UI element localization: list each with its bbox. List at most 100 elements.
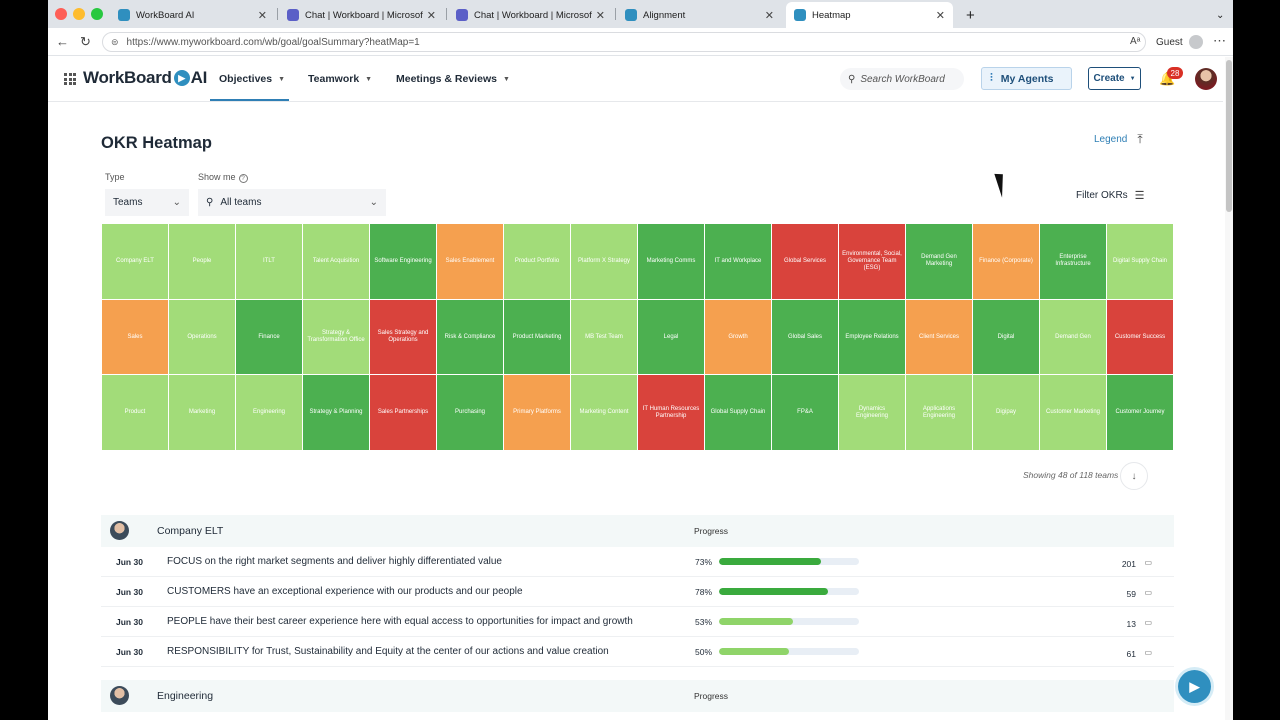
nav-teamwork[interactable]: Teamwork ▼ — [308, 73, 372, 85]
new-tab-button[interactable]: + — [958, 2, 980, 28]
type-select[interactable]: Teams ⌄ — [105, 189, 189, 216]
heatmap-cell[interactable]: Purchasing — [437, 375, 503, 450]
workboard-ai-assistant-button[interactable]: ▶ — [1178, 670, 1211, 703]
heatmap-cell[interactable]: Digital Supply Chain — [1107, 224, 1173, 299]
comment-icon[interactable]: ▭ — [1144, 648, 1152, 657]
heatmap-cell[interactable]: Customer Success — [1107, 299, 1173, 375]
heatmap-cell[interactable]: Marketing Content — [571, 375, 637, 450]
heatmap-cell[interactable]: Product Marketing — [504, 299, 570, 375]
url-field[interactable]: ⊜ https://www.myworkboard.com/wb/goal/go… — [102, 32, 1146, 52]
heatmap-cell[interactable]: Finance (Corporate) — [973, 224, 1039, 299]
load-more-button[interactable]: ↓ — [1120, 462, 1148, 490]
filter-okrs-button[interactable]: Filter OKRs ☰ — [1076, 189, 1145, 202]
okr-comment-count[interactable]: 59 — [1126, 589, 1136, 599]
heatmap-cell[interactable]: Software Engineering — [370, 224, 436, 299]
more-menu-icon[interactable]: ⋯ — [1213, 33, 1226, 48]
help-icon[interactable]: ? — [238, 174, 248, 183]
close-tab-icon[interactable]: ✕ — [257, 9, 267, 22]
heatmap-cell[interactable]: Global Sales — [772, 299, 838, 375]
nav-meetings-reviews[interactable]: Meetings & Reviews ▼ — [396, 73, 510, 85]
okr-comment-count[interactable]: 13 — [1126, 619, 1136, 629]
page-scrollbar[interactable] — [1225, 57, 1233, 720]
heatmap-cell[interactable]: Company ELT — [102, 224, 168, 299]
heatmap-cell[interactable]: Product Portfolio — [504, 224, 570, 299]
heatmap-cell[interactable]: Demand Gen — [1040, 299, 1106, 375]
heatmap-cell[interactable]: Engineering — [236, 375, 302, 450]
heatmap-cell[interactable]: Risk & Compliance — [437, 299, 503, 375]
heatmap-cell[interactable]: Growth — [705, 299, 771, 375]
heatmap-cell[interactable]: Sales Partnerships — [370, 375, 436, 450]
close-tab-icon[interactable]: ✕ — [764, 9, 774, 22]
showme-select[interactable]: ⚲ All teams ⌄ — [198, 189, 386, 216]
heatmap-cell[interactable]: Sales Enablement — [437, 224, 503, 299]
back-button[interactable]: ← — [56, 34, 69, 49]
heatmap-cell[interactable]: Sales Strategy and Operations — [370, 299, 436, 375]
search-input[interactable]: ⚲ Search WorkBoard — [840, 68, 964, 90]
okr-title[interactable]: CUSTOMERS have an exceptional experience… — [167, 586, 523, 597]
comment-icon[interactable]: ▭ — [1144, 588, 1152, 597]
okr-comment-count[interactable]: 61 — [1126, 649, 1136, 659]
heatmap-cell[interactable]: MB Test Team — [571, 299, 637, 375]
heatmap-cell[interactable]: Primary Platforms — [504, 375, 570, 450]
read-aloud-icon[interactable]: Aᵃ — [1130, 36, 1141, 47]
heatmap-cell[interactable]: IT and Workplace — [705, 224, 771, 299]
heatmap-cell[interactable]: Applications Engineering — [906, 375, 972, 450]
heatmap-cell[interactable]: Platform X Strategy — [571, 224, 637, 299]
heatmap-cell[interactable]: Legal — [638, 299, 704, 375]
heatmap-cell[interactable]: Employee Relations — [839, 299, 905, 375]
heatmap-cell[interactable]: People — [169, 224, 235, 299]
team-header-engineering[interactable]: Engineering Progress — [101, 680, 1174, 712]
heatmap-cell[interactable]: ITLT — [236, 224, 302, 299]
legend-button[interactable]: Legend ⤒ — [1094, 132, 1143, 147]
heatmap-cell[interactable]: Operations — [169, 299, 235, 375]
team-header-company-elt[interactable]: Company ELT Progress — [101, 515, 1174, 547]
close-window-button[interactable] — [55, 8, 67, 20]
heatmap-cell[interactable]: Sales — [102, 299, 168, 375]
heatmap-cell[interactable]: Demand Gen Marketing — [906, 224, 972, 299]
nav-objectives[interactable]: Objectives ▼ — [219, 73, 285, 85]
heatmap-cell[interactable]: Global Services — [772, 224, 838, 299]
heatmap-cell[interactable]: Customer Marketing — [1040, 375, 1106, 450]
scrollbar-thumb[interactable] — [1226, 60, 1232, 212]
heatmap-cell[interactable]: Digipay — [973, 375, 1039, 450]
user-avatar[interactable] — [1195, 68, 1217, 90]
profile-button[interactable]: Guest — [1156, 35, 1203, 49]
okr-title[interactable]: FOCUS on the right market segments and d… — [167, 556, 502, 567]
heatmap-cell[interactable]: FP&A — [772, 375, 838, 450]
okr-row[interactable]: Jun 30 PEOPLE have their best career expe… — [101, 607, 1174, 637]
heatmap-cell[interactable]: Digital — [973, 299, 1039, 375]
workboard-logo[interactable]: WorkBoard ▶ AI — [83, 68, 207, 88]
team-name[interactable]: Engineering — [157, 690, 214, 702]
heatmap-cell[interactable]: Finance — [236, 299, 302, 375]
heatmap-cell[interactable]: Strategy & Planning — [303, 375, 369, 450]
close-tab-icon[interactable]: ✕ — [426, 9, 436, 22]
comment-icon[interactable]: ▭ — [1144, 558, 1152, 567]
tab-workboard-ai[interactable]: WorkBoard AI ✕ — [110, 2, 275, 28]
heatmap-cell[interactable]: Client Services — [906, 299, 972, 375]
heatmap-cell[interactable]: Strategy & Transformation Office — [303, 299, 369, 375]
heatmap-cell[interactable]: Product — [102, 375, 168, 450]
heatmap-cell[interactable]: Marketing — [169, 375, 235, 450]
heatmap-cell[interactable]: Enterprise Infrastructure — [1040, 224, 1106, 299]
comment-icon[interactable]: ▭ — [1144, 618, 1152, 627]
tab-teams-chat-1[interactable]: Chat | Workboard | Microsoft Teams ✕ — [279, 2, 444, 28]
create-button[interactable]: Create ▼ — [1088, 67, 1141, 90]
heatmap-cell[interactable]: Marketing Comms — [638, 224, 704, 299]
okr-title[interactable]: RESPONSIBILITY for Trust, Sustainability… — [167, 646, 609, 657]
heatmap-cell[interactable]: Talent Acquisition — [303, 224, 369, 299]
tab-search-button[interactable]: ⌄ — [1208, 2, 1230, 28]
okr-row[interactable]: Jun 30 FOCUS on the right market segments… — [101, 547, 1174, 577]
team-name[interactable]: Company ELT — [157, 525, 224, 537]
tab-alignment[interactable]: Alignment ✕ — [617, 2, 782, 28]
close-tab-icon[interactable]: ✕ — [595, 9, 605, 22]
app-launcher-icon[interactable] — [64, 73, 76, 85]
heatmap-cell[interactable]: Dynamics Engineering — [839, 375, 905, 450]
maximize-window-button[interactable] — [91, 8, 103, 20]
okr-comment-count[interactable]: 201 — [1121, 559, 1136, 569]
heatmap-cell[interactable]: IT Human Resources Partnership — [638, 375, 704, 450]
okr-row[interactable]: Jun 30 CUSTOMERS have an exceptional expe… — [101, 577, 1174, 607]
reload-button[interactable]: ↻ — [80, 34, 91, 49]
tab-heatmap[interactable]: Heatmap ✕ — [786, 2, 953, 28]
heatmap-cell[interactable]: Customer Journey — [1107, 375, 1173, 450]
okr-row[interactable]: Jun 30 RESPONSIBILITY for Trust, Sustaina… — [101, 637, 1174, 667]
